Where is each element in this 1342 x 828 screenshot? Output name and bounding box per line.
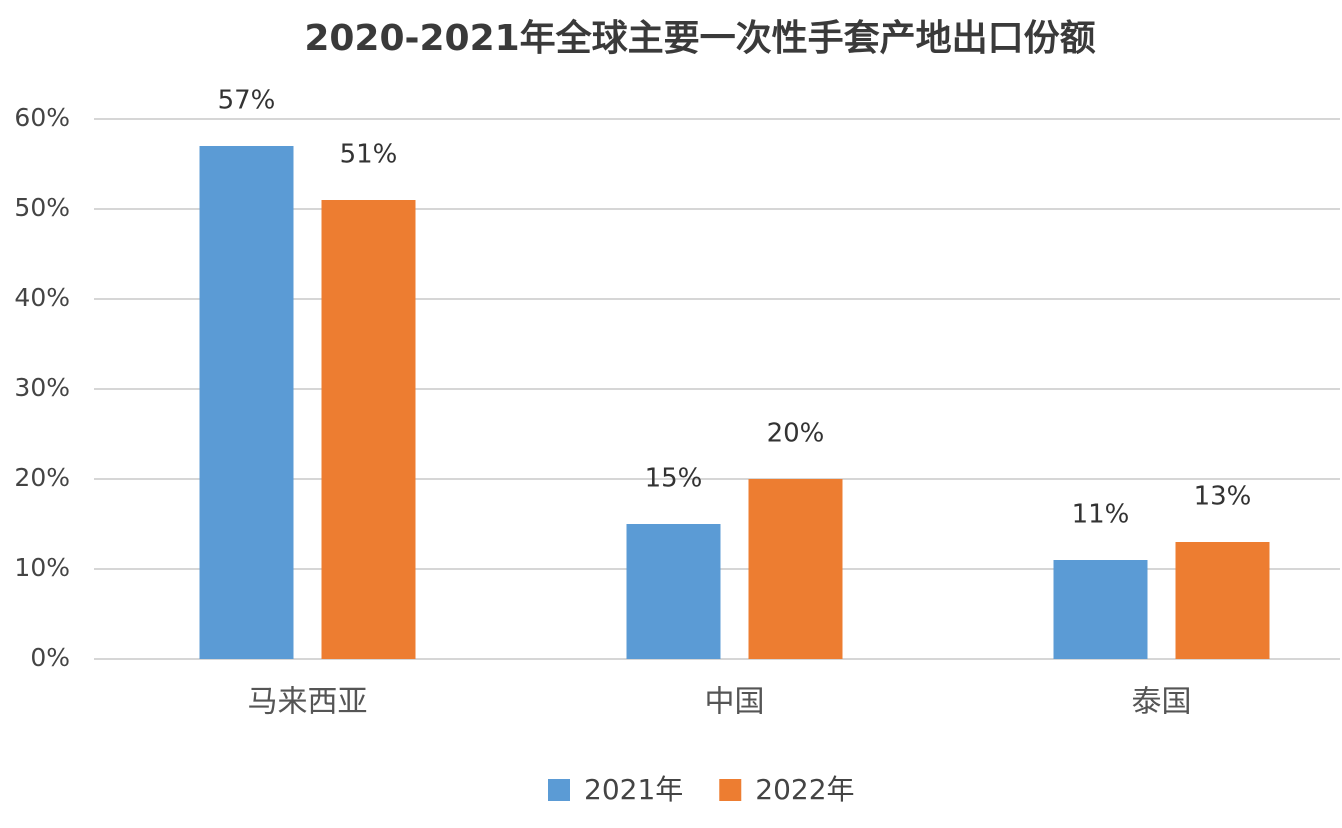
bar [321, 200, 416, 659]
y-tick-label: 50% [14, 193, 70, 222]
bar [1175, 542, 1270, 659]
bar [626, 524, 721, 659]
x-tick-label: 马来西亚 [248, 685, 368, 720]
chart-title: 2020-2021年全球主要一次性手套产地出口份额 [304, 17, 1095, 59]
bar [199, 146, 294, 659]
data-label: 51% [340, 140, 398, 170]
y-tick-label: 60% [14, 103, 70, 132]
legend-label: 2021年 [584, 773, 683, 806]
y-tick-label: 40% [14, 283, 70, 312]
data-label: 20% [767, 419, 825, 449]
data-label: 13% [1194, 482, 1252, 512]
y-tick-label: 30% [14, 373, 70, 402]
legend-label: 2022年 [755, 773, 854, 806]
legend-swatch [548, 779, 570, 801]
y-tick-label: 10% [14, 553, 70, 582]
data-label: 57% [218, 86, 276, 116]
x-tick-label: 中国 [705, 685, 765, 720]
legend-swatch [719, 779, 742, 801]
data-label: 11% [1072, 500, 1130, 530]
x-tick-label: 泰国 [1132, 685, 1192, 720]
bar [748, 479, 843, 659]
y-tick-label: 20% [14, 463, 70, 492]
data-label: 15% [645, 464, 703, 494]
y-tick-label: 0% [30, 643, 70, 672]
bar [1053, 560, 1148, 659]
